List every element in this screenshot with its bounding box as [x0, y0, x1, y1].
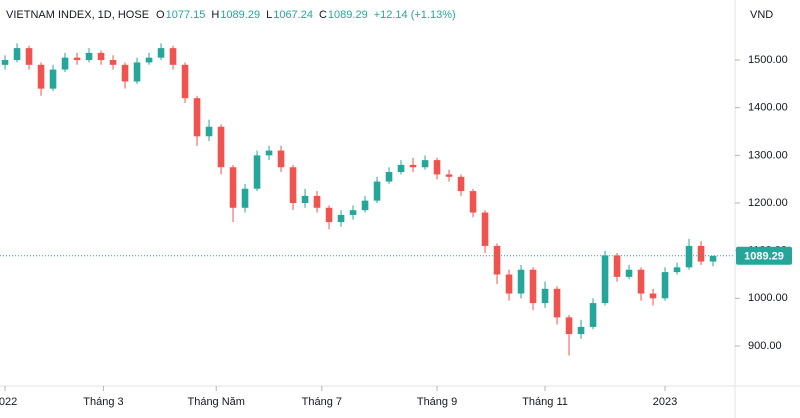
x-tick-label: Tháng 9 — [417, 396, 457, 408]
candle-body — [25, 48, 33, 65]
candle-body — [277, 150, 285, 168]
candle-body — [385, 172, 393, 182]
candle-body — [493, 245, 501, 275]
candle-body — [541, 288, 549, 304]
candle-body — [301, 195, 309, 204]
x-tick-label: Tháng 11 — [522, 396, 568, 408]
candle-body — [661, 272, 669, 299]
candle-body — [313, 195, 321, 208]
candle-body — [97, 52, 105, 61]
x-tick-label: Tháng 7 — [302, 396, 342, 408]
last-price-box — [736, 246, 792, 265]
y-tick-label: 1300.00 — [748, 149, 788, 161]
y-tick-label: 1500.00 — [748, 54, 788, 66]
candle-body — [169, 48, 177, 65]
x-tick-label: 2022 — [0, 396, 17, 408]
ohlc-value: 1067.24 — [273, 9, 313, 21]
ohlc-value: 1077.15 — [166, 9, 206, 21]
candle-body — [193, 98, 201, 137]
y-tick-label: 1000.00 — [748, 292, 788, 304]
candle-body — [697, 245, 705, 262]
y-unit: VND — [750, 9, 773, 21]
candle-body — [649, 293, 657, 299]
candle-body — [325, 207, 333, 223]
candle-body — [241, 188, 249, 208]
candle-body — [433, 160, 441, 175]
ohlc-label: O — [156, 9, 165, 21]
candle-body — [37, 64, 45, 89]
candle-body — [229, 167, 237, 208]
candle-body — [553, 288, 561, 318]
candle-body — [397, 164, 405, 173]
candle-body — [445, 174, 453, 177]
candle-body — [529, 269, 537, 304]
candle-body — [289, 167, 297, 204]
candle-body — [337, 214, 345, 223]
candle-body — [181, 64, 189, 99]
candle-body — [601, 255, 609, 304]
candle-body — [253, 155, 261, 189]
candle-body — [13, 48, 21, 61]
x-tick-label: Tháng 3 — [83, 396, 123, 408]
ohlc-value: 1089.29 — [220, 9, 260, 21]
candle-body — [373, 181, 381, 201]
candle-body — [85, 52, 93, 61]
candle-body — [205, 126, 213, 137]
candle-body — [481, 212, 489, 246]
candle-body — [457, 176, 465, 192]
candle-body — [217, 126, 225, 168]
candle-body — [121, 64, 129, 82]
candle-body — [1, 60, 9, 65]
candle-body — [361, 200, 369, 211]
candle-body — [49, 69, 57, 89]
ohlc-value: 1089.29 — [328, 9, 368, 21]
price-change: +12.14 (+1.13%) — [374, 9, 456, 21]
candle-body — [421, 160, 429, 168]
x-tick-label: 2023 — [653, 396, 677, 408]
candle-body — [613, 255, 621, 277]
candle-body — [577, 326, 585, 335]
candle-body — [73, 57, 81, 61]
candle-body — [349, 210, 357, 215]
candle-body — [61, 57, 69, 70]
candle-body — [157, 48, 165, 58]
y-tick-label: 900.00 — [748, 340, 782, 352]
candle-body — [145, 57, 153, 63]
x-tick-label: Tháng Năm — [187, 396, 244, 408]
ohlc-label: L — [266, 9, 272, 21]
plot-area — [1, 43, 717, 356]
candle-body — [109, 60, 117, 65]
y-tick-label: 1200.00 — [748, 197, 788, 209]
candle-body — [517, 269, 525, 294]
ohlc-label: C — [319, 9, 327, 21]
candle-body — [685, 245, 693, 268]
candle-body — [589, 303, 597, 327]
candle-body — [673, 267, 681, 273]
candle-body — [625, 269, 633, 277]
last-price-label: 1089.29 — [744, 251, 784, 263]
candle-body — [565, 317, 573, 335]
candle-body — [505, 274, 513, 294]
candle-body — [265, 150, 273, 156]
y-tick-label: 1400.00 — [748, 102, 788, 114]
symbol-title: VIETNAM INDEX, 1D, HOSE — [6, 9, 149, 21]
candle-body — [709, 255, 717, 262]
candle-body — [409, 164, 417, 168]
candle-body — [637, 269, 645, 294]
legend-header: VIETNAM INDEX, 1D, HOSE O 1077.15 H 1089.29 L… — [6, 9, 456, 21]
candle-body — [133, 62, 141, 82]
candle-body — [469, 191, 477, 213]
ohlc-label: H — [211, 9, 219, 21]
